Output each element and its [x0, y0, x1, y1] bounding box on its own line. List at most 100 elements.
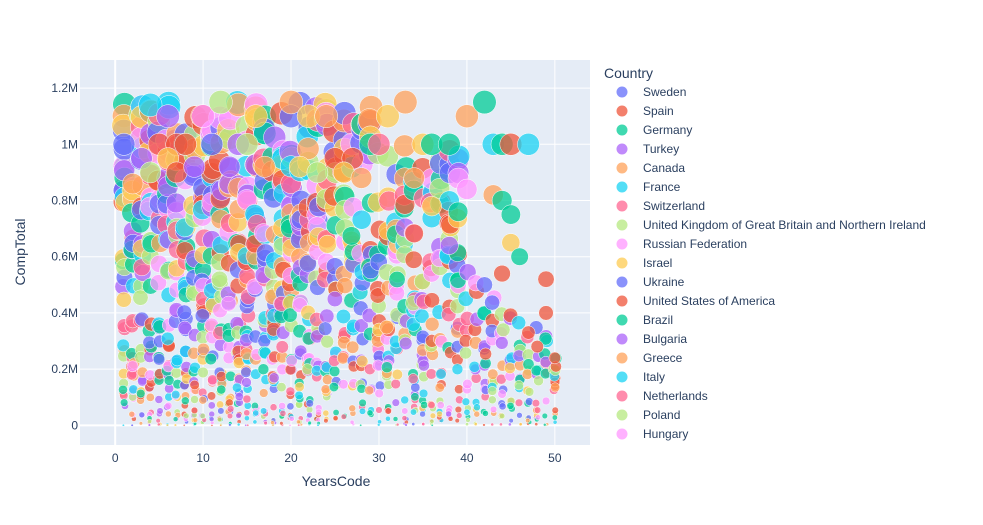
bubble-point: [538, 331, 553, 346]
bubble-point: [435, 368, 447, 380]
legend-item[interactable]: Israel: [616, 256, 673, 270]
bubble-point: [543, 423, 547, 427]
bubble-point: [418, 359, 430, 372]
bubble-point: [497, 389, 507, 399]
bubble-point: [190, 406, 199, 415]
bubble-point: [288, 415, 295, 422]
bubble-point: [268, 372, 280, 384]
bubble-point: [236, 422, 241, 427]
legend-marker-icon: [616, 276, 628, 288]
bubble-point: [294, 390, 304, 400]
legend-item[interactable]: Spain: [616, 104, 674, 118]
legend-item[interactable]: United States of America: [616, 294, 776, 308]
bubble-point: [183, 412, 190, 419]
bubble-point: [259, 388, 269, 398]
bubble-point: [116, 338, 130, 352]
bubble-point: [191, 104, 215, 128]
bubble-point: [473, 422, 478, 426]
legend-item[interactable]: Germany: [616, 123, 693, 137]
bubble-point: [379, 319, 394, 335]
x-tick-label: 50: [548, 451, 562, 465]
x-tick-label: 40: [460, 451, 474, 465]
bubble-point: [356, 355, 369, 368]
bubble-point: [358, 398, 367, 408]
legend-item[interactable]: Poland: [616, 408, 681, 422]
bubble-point: [385, 415, 391, 422]
bubble-point: [508, 418, 514, 424]
legend[interactable]: Sweden Spain Germany Turkey Canada France Swit…: [616, 85, 926, 441]
bubble-point: [377, 419, 382, 425]
legend-marker-icon: [616, 219, 628, 231]
legend-item[interactable]: Russian Federation: [616, 237, 748, 251]
legend-item[interactable]: Bulgaria: [616, 332, 688, 346]
bubble-point: [499, 412, 506, 420]
bubble-point: [279, 410, 287, 417]
legend-label: Turkey: [643, 142, 679, 156]
y-tick-label: 0.4M: [51, 306, 78, 320]
bubble-point: [388, 270, 406, 288]
legend-label: Greece: [643, 351, 683, 365]
bubble-point: [410, 408, 417, 416]
legend-label: Israel: [643, 256, 672, 270]
legend-item[interactable]: Hungary: [616, 427, 689, 441]
bubble-point: [276, 382, 287, 393]
bubble-point: [508, 422, 512, 427]
legend-item[interactable]: Italy: [616, 370, 666, 384]
y-tick-label: 1M: [61, 137, 78, 151]
bubble-point: [375, 406, 383, 414]
bubble-point: [472, 90, 497, 115]
y-tick-label: 1.2M: [51, 81, 78, 95]
legend-item[interactable]: Netherlands: [616, 389, 708, 403]
bubble-point: [208, 416, 215, 422]
legend-item[interactable]: Brazil: [616, 313, 674, 327]
bubble-point: [322, 409, 330, 417]
legend-item[interactable]: France: [616, 180, 681, 194]
legend-item[interactable]: Canada: [616, 161, 686, 175]
legend-item[interactable]: Sweden: [616, 85, 687, 99]
legend-item[interactable]: Turkey: [616, 142, 680, 156]
bubble-point: [479, 347, 492, 361]
bubble-point: [513, 380, 524, 391]
bubble-point: [332, 415, 339, 422]
bubble-point: [279, 421, 284, 426]
bubble-point: [235, 412, 242, 419]
bubble-point: [128, 410, 136, 418]
bubble-point: [456, 178, 478, 200]
bubble-point: [551, 414, 558, 421]
bubble-point: [152, 353, 166, 366]
bubble-point: [282, 307, 298, 323]
bubble-point: [335, 309, 351, 325]
bubble-point: [242, 394, 252, 404]
bubble-point: [410, 382, 421, 393]
bubble-point: [199, 412, 206, 420]
bubble-point: [294, 381, 305, 392]
bubble-point: [285, 386, 296, 397]
bubble-point: [427, 401, 436, 410]
bubble-point: [424, 316, 440, 332]
bubble-point: [207, 401, 216, 410]
x-tick-labels: 0 10 20 30 40 50: [112, 451, 562, 465]
legend-label: Switzerland: [643, 199, 705, 213]
bubble-point: [381, 361, 393, 374]
legend-label: Brazil: [643, 313, 673, 327]
bubble-point: [517, 133, 540, 156]
legend-item[interactable]: Ukraine: [616, 275, 685, 289]
legend-marker-icon: [616, 333, 628, 345]
bubble-point: [170, 367, 182, 379]
legend-label: Netherlands: [643, 389, 708, 403]
bubble-point: [495, 336, 509, 350]
bubble-point: [318, 321, 333, 336]
legend-item[interactable]: Greece: [616, 351, 683, 365]
bubble-point: [454, 418, 460, 424]
bubble-point: [174, 133, 197, 156]
legend-item[interactable]: United Kingdom of Great Britain and Nort…: [616, 218, 926, 232]
bubble-point: [323, 418, 329, 424]
bubble-point: [489, 405, 498, 414]
bubble-point: [216, 384, 227, 395]
legend-item[interactable]: Switzerland: [616, 199, 706, 213]
bubble-point: [194, 308, 210, 324]
bubble-point: [541, 396, 551, 406]
bubble-point: [171, 354, 184, 367]
bubble-point: [320, 384, 331, 395]
bubble-point: [225, 398, 234, 407]
